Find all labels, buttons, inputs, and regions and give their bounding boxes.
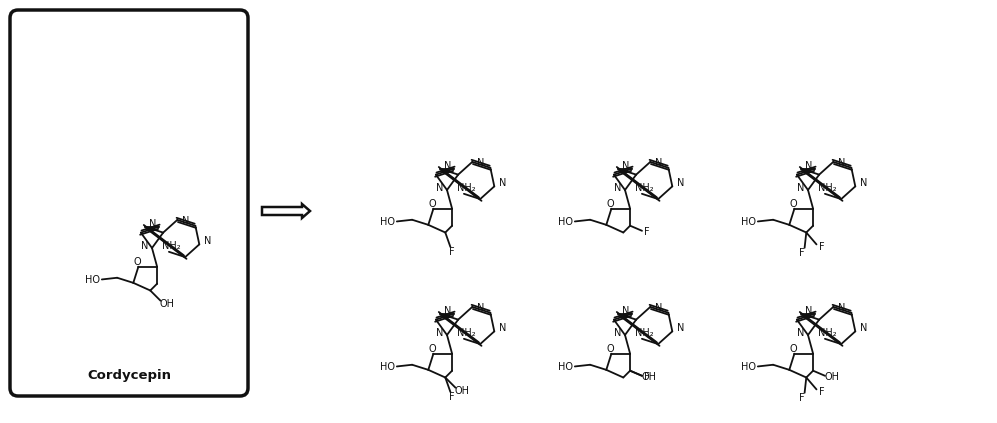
Text: HO: HO <box>380 217 396 228</box>
Text: NH₂: NH₂ <box>818 328 836 338</box>
Text: N: N <box>437 183 444 193</box>
Text: NH₂: NH₂ <box>635 328 653 338</box>
Text: N: N <box>677 323 684 333</box>
Text: HO: HO <box>558 363 573 372</box>
Text: N: N <box>445 306 452 316</box>
Text: NH₂: NH₂ <box>457 328 476 338</box>
Text: N: N <box>859 179 867 188</box>
Text: F: F <box>449 392 455 402</box>
Text: N: N <box>437 328 444 338</box>
Text: O: O <box>429 344 437 354</box>
Text: HO: HO <box>86 275 101 286</box>
Text: F: F <box>449 247 455 257</box>
Text: N: N <box>655 303 662 313</box>
Text: N: N <box>150 219 157 229</box>
Text: O: O <box>134 257 142 266</box>
Text: F: F <box>799 393 805 403</box>
Text: O: O <box>790 344 798 354</box>
Text: N: N <box>798 328 805 338</box>
Text: O: O <box>790 199 798 209</box>
Text: N: N <box>798 183 805 193</box>
Text: O: O <box>606 344 614 354</box>
Text: NH₂: NH₂ <box>635 183 653 193</box>
Text: N: N <box>477 303 484 313</box>
Text: F: F <box>819 387 825 397</box>
Text: HO: HO <box>742 217 757 228</box>
Polygon shape <box>262 204 310 218</box>
Text: F: F <box>799 248 805 258</box>
Text: OH: OH <box>455 386 470 396</box>
Text: O: O <box>606 199 614 209</box>
Text: HO: HO <box>558 217 573 228</box>
Text: N: N <box>181 216 189 226</box>
Text: N: N <box>142 241 149 251</box>
Text: N: N <box>677 179 684 188</box>
Text: F: F <box>819 242 825 253</box>
Text: F: F <box>644 227 650 237</box>
Text: Cordycepin: Cordycepin <box>87 368 171 382</box>
Text: N: N <box>203 236 211 246</box>
Text: NH₂: NH₂ <box>818 183 836 193</box>
Text: OH: OH <box>825 372 839 382</box>
Text: F: F <box>644 372 650 382</box>
Text: N: N <box>614 328 622 338</box>
Text: N: N <box>859 323 867 333</box>
Text: NH₂: NH₂ <box>457 183 476 193</box>
Text: O: O <box>429 199 437 209</box>
Text: NH₂: NH₂ <box>162 241 180 251</box>
Text: N: N <box>837 303 845 313</box>
Text: HO: HO <box>380 363 396 372</box>
Text: OH: OH <box>160 299 175 309</box>
Text: N: N <box>498 323 506 333</box>
Text: N: N <box>806 306 813 316</box>
Text: N: N <box>498 179 506 188</box>
Text: N: N <box>477 158 484 168</box>
Text: N: N <box>622 161 629 171</box>
Text: N: N <box>622 306 629 316</box>
FancyBboxPatch shape <box>10 10 248 396</box>
Text: N: N <box>837 158 845 168</box>
Text: N: N <box>445 161 452 171</box>
Text: N: N <box>614 183 622 193</box>
Text: N: N <box>806 161 813 171</box>
Text: HO: HO <box>742 363 757 372</box>
Text: OH: OH <box>641 372 656 382</box>
Text: N: N <box>655 158 662 168</box>
